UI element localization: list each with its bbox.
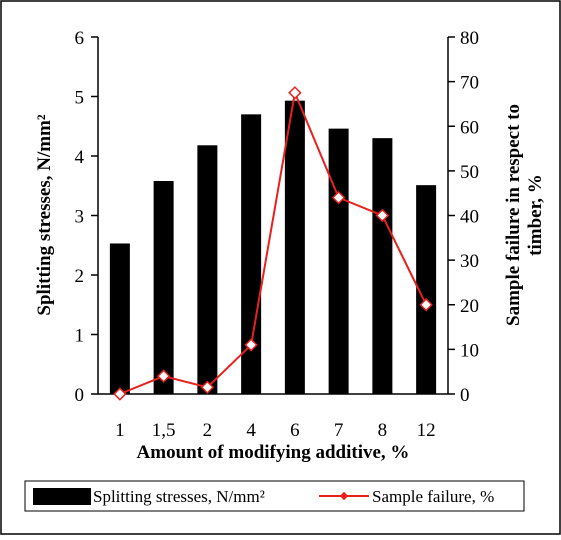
legend-bar-swatch	[33, 488, 91, 505]
right-ticks-group: 0 10 20 30 40 50 60 70 80	[448, 28, 479, 406]
x-tick-label: 7	[334, 420, 344, 441]
bar	[109, 243, 130, 394]
data-point	[156, 369, 171, 383]
y-axis-title: Splitting stresses, N/mm²	[34, 114, 55, 315]
right-tick-label: 10	[460, 340, 479, 361]
legend-box	[24, 480, 525, 512]
y2-axis-title-line1: Sample failure in respect to	[503, 104, 524, 326]
left-tick-label: 0	[75, 385, 85, 406]
x-tick-label: 2	[203, 420, 213, 441]
right-tick-label: 20	[460, 296, 479, 317]
data-point	[419, 298, 433, 312]
right-tick-label: 70	[460, 73, 479, 94]
data-point	[375, 208, 390, 223]
data-point	[244, 338, 258, 352]
right-tick-label: 60	[460, 117, 479, 138]
bar	[153, 180, 174, 394]
x-tick-labels-group: 1 1,5 2 4 6 7 8 12	[115, 420, 436, 441]
left-tick-label: 1	[75, 326, 85, 347]
left-tick-label: 4	[75, 147, 85, 168]
left-ticks-group: 0 1 2 3 4 5 6	[75, 28, 98, 406]
legend-bar-label: Splitting stresses, N/mm²	[93, 487, 265, 506]
bar	[284, 100, 305, 394]
right-tick-label: 30	[460, 251, 479, 272]
legend-line-label: Sample failure, %	[372, 487, 494, 506]
x-tick-label: 1	[115, 420, 125, 441]
legend-line-marker	[339, 491, 349, 501]
bars-group	[109, 100, 437, 394]
right-tick-label: 80	[460, 28, 479, 49]
line-series-group	[113, 86, 433, 401]
data-point	[288, 86, 302, 100]
bar	[372, 138, 393, 394]
y2-axis-title-line2: timber, %	[525, 174, 546, 256]
bar	[241, 114, 262, 394]
bar	[416, 185, 437, 394]
left-tick-label: 5	[75, 88, 85, 109]
left-tick-label: 3	[75, 207, 85, 228]
data-point	[331, 190, 346, 205]
bar	[328, 128, 349, 394]
x-tick-label: 8	[378, 420, 388, 441]
x-axis-title: Amount of modifying additive, %	[137, 442, 410, 463]
x-tick-label: 12	[417, 420, 436, 441]
data-point	[113, 387, 127, 401]
left-tick-label: 2	[75, 266, 85, 287]
right-tick-label: 50	[460, 162, 479, 183]
data-point	[200, 380, 215, 395]
bar	[197, 145, 218, 394]
series-line	[119, 89, 428, 395]
x-tick-label: 6	[290, 420, 300, 441]
left-tick-label: 6	[75, 28, 85, 49]
right-tick-label: 0	[460, 385, 470, 406]
x-tick-label: 4	[246, 420, 256, 441]
right-tick-label: 40	[460, 207, 479, 228]
x-tick-label: 1,5	[152, 420, 176, 441]
